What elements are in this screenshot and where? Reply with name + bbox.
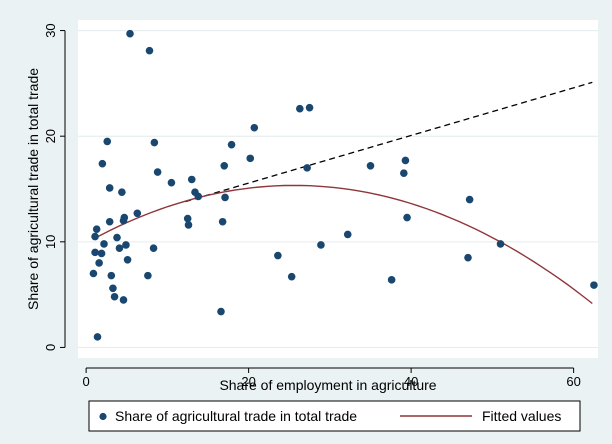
y-tick-label: 10 (43, 235, 58, 249)
scatter-point (296, 104, 304, 113)
dashed-line (185, 81, 593, 203)
scatter-point (95, 259, 103, 267)
scatter-point (217, 307, 225, 316)
scatter-point (403, 213, 411, 222)
scatter-point (89, 269, 98, 278)
scatter-point (150, 138, 159, 147)
scatter-point (401, 156, 410, 165)
scatter-point (110, 292, 119, 301)
scatter-point (133, 209, 142, 218)
scatter-point (496, 240, 505, 248)
scatter-point (317, 241, 325, 249)
scatter-point (126, 29, 134, 38)
data-layer (89, 29, 598, 341)
axes: 0 10 20 30 0 20 40 60 (43, 23, 581, 389)
scatter-point (184, 221, 193, 229)
scatter-point (387, 276, 396, 284)
scatter-point (167, 178, 176, 187)
fitted-curve (93, 184, 593, 305)
scatter-point (123, 255, 132, 264)
scatter-point (305, 103, 314, 112)
scatter-point (400, 169, 408, 177)
scatter-point (220, 161, 229, 170)
scatter-point (100, 240, 108, 248)
scatter-point (153, 168, 162, 176)
legend-marker-scatter (99, 412, 107, 421)
scatter-point (187, 175, 196, 184)
scatter-point (119, 296, 128, 304)
scatter-point (303, 164, 311, 172)
scatter-point (194, 192, 203, 201)
scatter-point (113, 233, 121, 242)
scatter-point (246, 154, 255, 163)
plot-area (78, 20, 598, 358)
scatter-point (149, 244, 158, 252)
scatter-point (221, 193, 229, 202)
x-tick-label: 0 (83, 374, 90, 389)
scatter-point (91, 248, 99, 257)
scatter-point (105, 217, 114, 226)
legend-label-scatter: Share of agricultural trade in total tra… (115, 408, 357, 424)
scatter-point (97, 249, 106, 258)
y-tick-label: 30 (43, 23, 58, 37)
y-tick-label: 20 (43, 129, 58, 143)
scatter-point (366, 161, 375, 170)
legend-box (88, 400, 581, 432)
scatter-point (98, 159, 107, 168)
legend: Share of agricultural trade in total tra… (88, 400, 581, 432)
scatter-point (120, 213, 129, 222)
scatter-point (105, 184, 114, 192)
x-axis-title: Share of employment in agriculture (219, 377, 436, 393)
y-tick-label: 0 (43, 344, 58, 351)
scatter-point (107, 271, 116, 280)
scatter-point (227, 140, 236, 149)
legend-label-fitted: Fitted values (482, 408, 561, 424)
scatter-point (145, 46, 154, 55)
x-tick-label: 20 (241, 374, 255, 389)
scatter-point (287, 272, 296, 281)
scatter-point (250, 123, 259, 132)
scatter-point (343, 230, 352, 239)
scatter-point (103, 137, 112, 146)
scatter-point (109, 284, 117, 293)
y-axis-title: Share of agricultural trade in total tra… (25, 68, 41, 310)
scatter-point (274, 251, 282, 260)
scatter-point (91, 232, 99, 241)
scatter-point (92, 225, 101, 233)
scatter-point (590, 281, 598, 289)
x-tick-label: 40 (404, 374, 418, 389)
scatter-point (122, 241, 130, 249)
scatter-point (464, 253, 472, 262)
grid-lines (78, 30, 598, 348)
scatter-point (218, 217, 227, 226)
scatter-point (118, 188, 126, 196)
scatter-point (465, 195, 474, 204)
scatter-point (183, 214, 192, 223)
scatter-point (115, 244, 124, 252)
scatter-point (93, 333, 102, 341)
scatter-point (144, 271, 152, 280)
x-tick-label: 60 (566, 374, 580, 389)
